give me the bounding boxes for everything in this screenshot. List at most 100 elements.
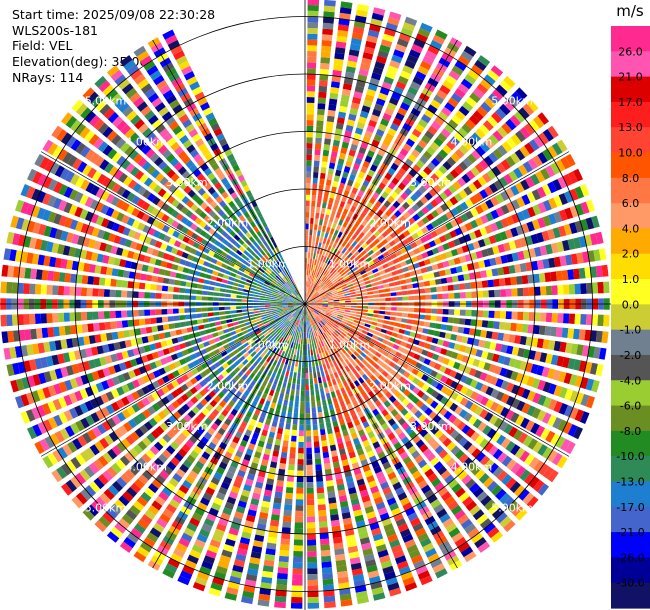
range-gate (528, 457, 540, 469)
range-gate (358, 377, 365, 384)
range-gate (74, 206, 83, 218)
range-gate (533, 460, 545, 473)
range-gate (174, 322, 181, 329)
range-gate (318, 359, 322, 366)
range-gate (476, 513, 489, 525)
range-gate (175, 489, 186, 499)
range-gate (206, 512, 217, 522)
range-gate (325, 208, 331, 216)
range-gate (454, 536, 467, 548)
range-gate (424, 109, 435, 119)
range-gate (250, 380, 257, 387)
range-gate (255, 330, 262, 335)
range-gate (290, 342, 294, 349)
range-gate (238, 335, 245, 341)
range-gate (236, 313, 243, 317)
range-gate (95, 496, 107, 509)
range-gate (320, 327, 325, 334)
range-gate (327, 245, 332, 252)
range-gate (342, 329, 349, 335)
range-gate (231, 355, 238, 362)
range-gate (128, 448, 139, 459)
range-gate (405, 244, 413, 252)
range-gate (360, 184, 367, 193)
range-gate (300, 309, 303, 315)
range-gate (528, 248, 536, 258)
range-gate (445, 388, 454, 398)
range-gate (519, 335, 527, 346)
range-gate (382, 461, 392, 470)
range-gate (492, 148, 503, 160)
range-gate (337, 314, 344, 318)
range-gate (476, 106, 488, 117)
range-gate (108, 365, 116, 375)
range-gate (391, 544, 403, 554)
range-gate (464, 377, 473, 386)
range-gate (150, 429, 160, 439)
range-gate (418, 245, 426, 253)
range-gate (285, 320, 290, 326)
range-gate (118, 425, 128, 436)
range-gate (499, 80, 512, 92)
range-gate (204, 328, 212, 334)
range-gate (227, 280, 234, 285)
range-gate (347, 370, 354, 378)
range-gate (422, 448, 433, 458)
range-gate (203, 261, 210, 267)
range-gate (343, 345, 349, 352)
range-gate (136, 496, 148, 507)
range-gate (516, 400, 526, 412)
range-gate (364, 280, 371, 285)
range-gate (333, 299, 340, 302)
range-gate (495, 404, 505, 415)
range-gate (415, 439, 425, 449)
range-gate (146, 246, 154, 255)
range-gate (421, 226, 429, 234)
range-gate (231, 286, 238, 291)
range-gate (324, 278, 329, 284)
range-gate (412, 223, 420, 231)
range-gate (402, 96, 413, 106)
range-gate (307, 585, 319, 592)
range-gate (400, 261, 407, 267)
range-gate (483, 259, 491, 268)
range-gate (338, 279, 345, 284)
range-gate (277, 328, 283, 335)
range-gate (124, 469, 136, 480)
range-gate (256, 390, 263, 398)
range-gate (148, 483, 159, 494)
range-gate (317, 254, 322, 261)
range-gate (424, 468, 435, 478)
range-gate (435, 393, 444, 402)
range-gate (480, 518, 492, 530)
range-gate (307, 539, 317, 546)
range-gate (60, 230, 69, 242)
range-gate (390, 408, 399, 417)
range-gate (306, 85, 316, 92)
range-gate (460, 385, 469, 395)
range-gate (369, 218, 376, 226)
range-gate (334, 329, 341, 335)
range-gate (578, 267, 586, 279)
range-gate (372, 286, 379, 291)
range-gate (312, 283, 316, 289)
range-gate (309, 307, 315, 311)
range-gate (544, 326, 552, 336)
range-gate (453, 284, 460, 291)
range-gate (537, 152, 548, 164)
range-gate (340, 599, 353, 607)
range-gate (231, 290, 238, 294)
range-gate (555, 327, 563, 338)
range-gate (372, 290, 379, 294)
range-gate (214, 432, 223, 441)
range-gate (184, 341, 192, 348)
range-gate (153, 414, 162, 424)
range-gate (435, 568, 448, 579)
range-gate (352, 200, 359, 208)
range-gate (93, 322, 100, 332)
range-gate (384, 311, 391, 316)
range-gate (367, 309, 374, 313)
range-gate (404, 582, 418, 592)
range-gate (193, 416, 202, 425)
range-gate (191, 406, 200, 415)
